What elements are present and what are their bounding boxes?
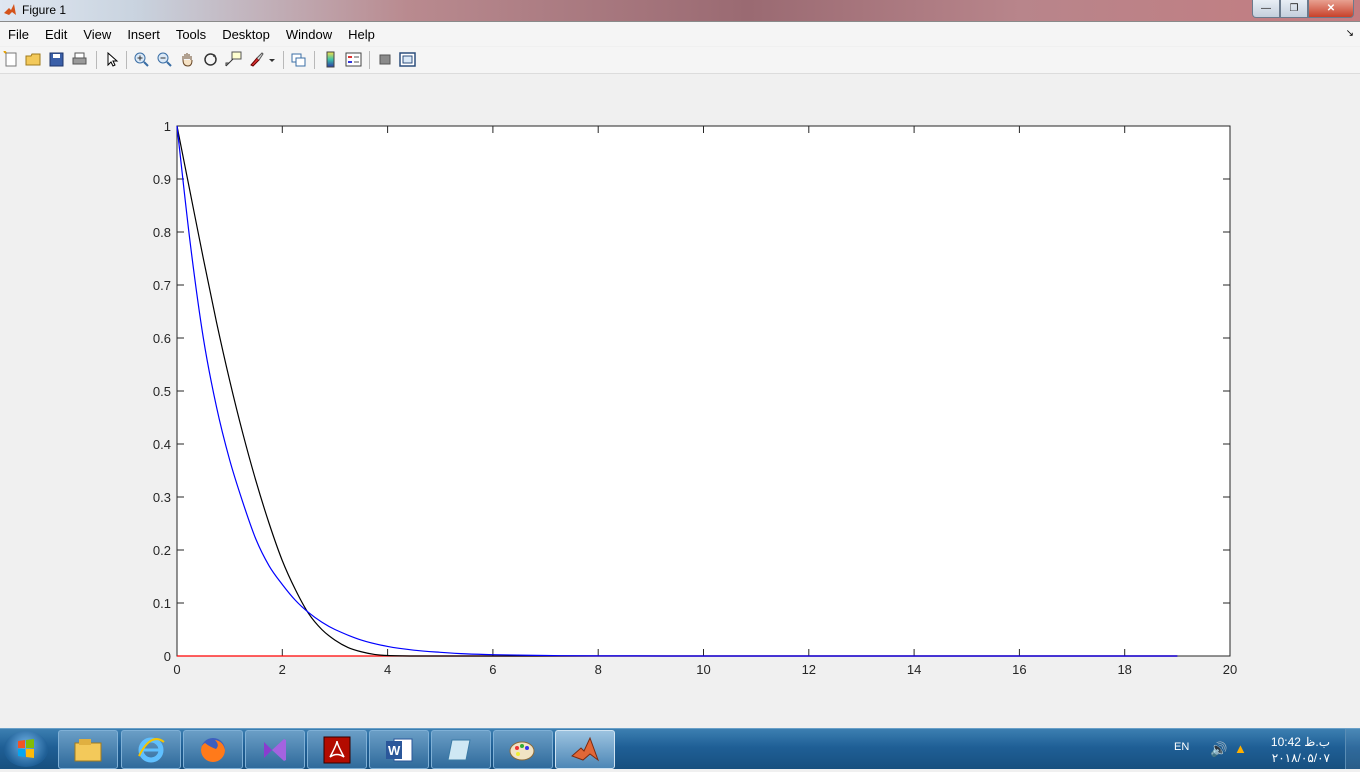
menu-window[interactable]: Window bbox=[285, 26, 333, 42]
toolbar-separator bbox=[283, 51, 284, 69]
x-tick-label: 20 bbox=[1223, 662, 1237, 677]
y-tick-label: 1 bbox=[164, 119, 171, 134]
menu-edit[interactable]: Edit bbox=[44, 26, 68, 42]
y-tick-label: 0.1 bbox=[153, 596, 171, 611]
close-button[interactable]: ✕ bbox=[1308, 0, 1354, 18]
show-desktop-button[interactable] bbox=[1345, 729, 1360, 769]
menu-help[interactable]: Help bbox=[348, 26, 375, 42]
x-tick-label: 14 bbox=[907, 662, 921, 677]
x-tick-label: 2 bbox=[279, 662, 286, 677]
legend-icon[interactable] bbox=[345, 51, 362, 68]
clock-date: ۲۰۱۸/۰۵/۰۷ bbox=[1271, 751, 1330, 765]
menu-insert[interactable]: Insert bbox=[127, 26, 160, 42]
y-tick-label: 0.6 bbox=[153, 331, 171, 346]
window-titlebar[interactable]: Figure 1 — ❐ ✕ bbox=[0, 0, 1360, 22]
restore-button[interactable]: ❐ bbox=[1280, 0, 1308, 18]
x-tick-label: 16 bbox=[1012, 662, 1026, 677]
menu-tools[interactable]: Tools bbox=[175, 26, 207, 42]
matlab-icon bbox=[571, 736, 600, 761]
hide-plot-tools-icon[interactable] bbox=[377, 51, 394, 68]
y-tick-label: 0.5 bbox=[153, 384, 171, 399]
start-button[interactable] bbox=[4, 731, 48, 767]
y-tick-label: 0.3 bbox=[153, 490, 171, 505]
word-icon: W bbox=[386, 738, 413, 761]
colorbar-icon[interactable] bbox=[322, 51, 339, 68]
tick-labels: 0 2 4 6 8 10 12 14 16 18 20 0 0.1 0.2 0.3 0.4 0.5 0.6 0.7 0… bbox=[153, 119, 1237, 677]
svg-text:W: W bbox=[388, 743, 401, 758]
axes-box[interactable] bbox=[176, 125, 1231, 657]
visual-studio-icon bbox=[264, 738, 286, 761]
rotate-3d-icon[interactable] bbox=[202, 51, 219, 68]
taskbar-paint[interactable] bbox=[493, 730, 553, 769]
x-tick-label: 6 bbox=[489, 662, 496, 677]
taskbar-visual-studio[interactable] bbox=[245, 730, 305, 769]
internet-explorer-icon bbox=[138, 737, 165, 762]
window-title: Figure 1 bbox=[22, 3, 67, 17]
menu-bar: File Edit View Insert Tools Desktop Wind… bbox=[0, 22, 1360, 46]
minimize-button[interactable]: — bbox=[1252, 0, 1280, 18]
toolbar-separator bbox=[314, 51, 315, 69]
paint-icon bbox=[509, 741, 535, 760]
y-tick-label: 0.4 bbox=[153, 437, 171, 452]
toolbar-separator bbox=[126, 51, 127, 69]
x-tick-label: 4 bbox=[384, 662, 391, 677]
x-tick-label: 8 bbox=[595, 662, 602, 677]
x-tick-label: 18 bbox=[1117, 662, 1131, 677]
y-tick-label: 0.8 bbox=[153, 225, 171, 240]
notepad-icon bbox=[447, 739, 471, 760]
plot-lines bbox=[176, 125, 1178, 657]
zoom-out-icon[interactable] bbox=[156, 51, 173, 68]
save-icon[interactable] bbox=[48, 51, 65, 68]
series-line-1[interactable] bbox=[176, 125, 1178, 657]
windows-logo-icon bbox=[18, 739, 34, 758]
brush-icon[interactable] bbox=[248, 51, 265, 68]
system-tray: EN 🔊 ▲ 10:42 ب.ظ ۲۰۱۸/۰۵/۰۷ bbox=[1170, 729, 1360, 769]
menu-view[interactable]: View bbox=[83, 26, 112, 42]
print-icon[interactable] bbox=[71, 51, 88, 68]
pan-hand-icon[interactable] bbox=[179, 51, 196, 68]
taskbar-notepad[interactable] bbox=[431, 730, 491, 769]
figure-canvas: 0 2 4 6 8 10 12 14 16 18 20 0 0.1 0.2 0.3 0.4 0.5 0.6 0.7 0… bbox=[153, 119, 1237, 677]
dock-arrow-icon[interactable]: ↘ bbox=[1345, 28, 1354, 39]
new-figure-icon[interactable] bbox=[3, 51, 20, 68]
y-tick-label: 0.2 bbox=[153, 543, 171, 558]
y-tick-label: 0.7 bbox=[153, 278, 171, 293]
language-indicator[interactable]: EN bbox=[1174, 741, 1190, 753]
menu-file[interactable]: File bbox=[8, 26, 29, 42]
x-tick-label: 0 bbox=[173, 662, 180, 677]
figure-toolbar bbox=[0, 47, 1360, 74]
x-tick-label: 12 bbox=[802, 662, 816, 677]
link-plot-icon[interactable] bbox=[290, 51, 307, 68]
y-tick-label: 0 bbox=[164, 649, 171, 664]
taskbar-firefox[interactable] bbox=[183, 730, 243, 769]
network-icon[interactable]: ▲ bbox=[1234, 741, 1247, 756]
data-cursor-icon[interactable] bbox=[225, 51, 242, 68]
brush-dropdown-icon[interactable] bbox=[267, 51, 277, 68]
taskbar-internet-explorer[interactable] bbox=[121, 730, 181, 769]
toolbar-separator bbox=[96, 51, 97, 69]
x-tick-label: 10 bbox=[696, 662, 710, 677]
taskbar-acrobat[interactable] bbox=[307, 730, 367, 769]
taskbar-word[interactable]: W bbox=[369, 730, 429, 769]
taskbar-explorer[interactable] bbox=[58, 730, 118, 769]
edit-plot-arrow-icon[interactable] bbox=[103, 51, 120, 68]
matlab-logo-icon bbox=[4, 4, 16, 15]
clock-time: 10:42 ب.ظ bbox=[1270, 735, 1330, 749]
firefox-icon bbox=[201, 737, 225, 762]
clock[interactable]: 10:42 ب.ظ ۲۰۱۸/۰۵/۰۷ bbox=[1271, 734, 1330, 766]
acrobat-reader-icon bbox=[323, 736, 351, 763]
windows-taskbar: W EN 🔊 ▲ 10:42 ب.ظ ۲۰۱۸/۰۵/۰۷ bbox=[0, 728, 1360, 769]
taskbar-matlab[interactable] bbox=[555, 730, 615, 769]
menu-desktop[interactable]: Desktop bbox=[222, 26, 270, 42]
show-plot-tools-icon[interactable] bbox=[399, 51, 416, 68]
open-file-icon[interactable] bbox=[25, 51, 42, 68]
toolbar-separator bbox=[369, 51, 370, 69]
volume-icon[interactable]: 🔊 bbox=[1210, 741, 1228, 757]
zoom-in-icon[interactable] bbox=[133, 51, 150, 68]
y-tick-label: 0.9 bbox=[153, 172, 171, 187]
file-explorer-icon bbox=[74, 738, 102, 761]
